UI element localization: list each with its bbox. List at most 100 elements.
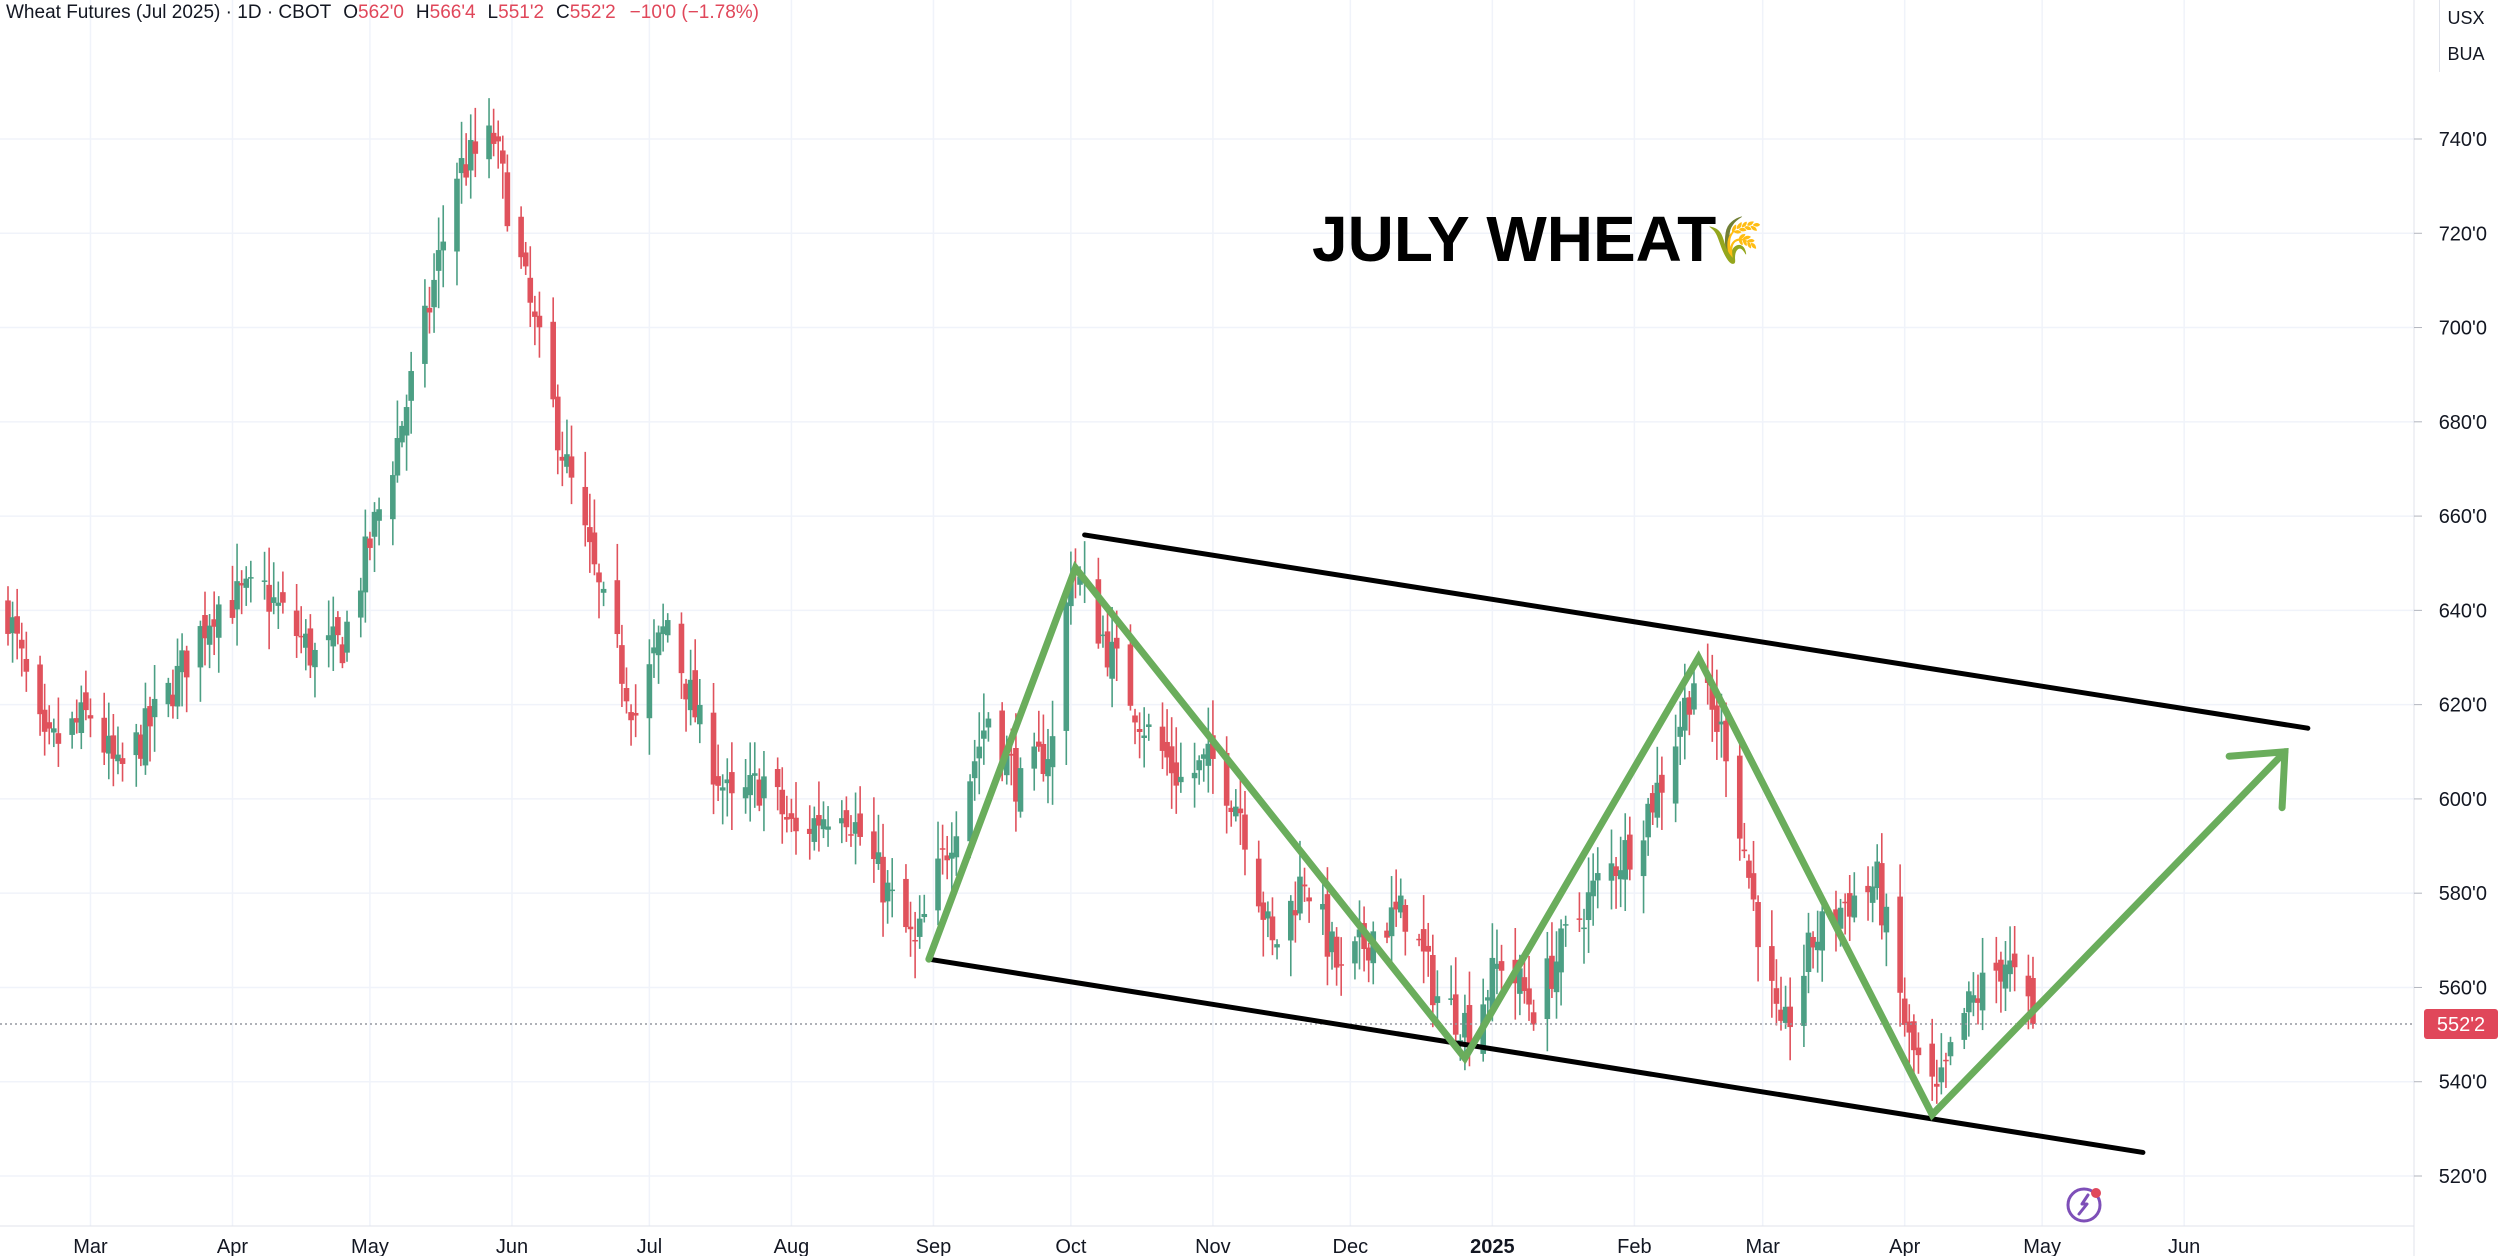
candle-body <box>18 639 25 649</box>
candle-body <box>87 715 94 719</box>
candle-body <box>1329 931 1335 953</box>
y-tick-label: 700'0 <box>2439 318 2487 340</box>
candle-body <box>1613 866 1619 877</box>
candle-body <box>248 577 254 579</box>
candle-body <box>1425 945 1432 952</box>
symbol-name: Wheat Futures (Jul 2025) · 1D · CBOT <box>6 2 332 23</box>
candle-body <box>1265 911 1271 919</box>
candle-body <box>1132 715 1138 723</box>
candle-body <box>2002 964 2009 989</box>
candle-body <box>1677 726 1684 737</box>
candle-body <box>399 425 405 443</box>
candle-body <box>976 746 983 759</box>
candle-body <box>1906 1021 1913 1033</box>
candle-body <box>559 456 566 461</box>
candle-body <box>55 733 62 744</box>
candle-body <box>953 836 960 858</box>
candle-body <box>151 698 158 718</box>
candle-body <box>1448 998 1454 1000</box>
candle-body <box>1077 576 1083 585</box>
candle-body <box>165 682 172 705</box>
candle-body <box>1617 870 1624 880</box>
high-label: H <box>415 2 430 23</box>
wheat-icon: 🌾 <box>1706 213 1763 267</box>
candle-body <box>1778 1009 1784 1021</box>
candle-body <box>133 732 140 756</box>
candle-body <box>903 878 909 928</box>
candle-body <box>564 454 570 467</box>
candle-body <box>756 779 763 806</box>
candle-body <box>14 616 20 634</box>
x-tick-label: Jul <box>637 1236 663 1256</box>
candle-body <box>1805 932 1812 972</box>
candle-body <box>504 172 511 227</box>
candle-body <box>1672 746 1679 804</box>
symbol-legend[interactable]: Wheat Futures (Jul 2025) · 1D · CBOT O562… <box>6 0 759 26</box>
candle-body <box>1484 997 1491 1001</box>
candle-body <box>1874 861 1881 889</box>
candle-body <box>1558 928 1564 973</box>
candle-body <box>83 692 89 711</box>
candle-body <box>1869 886 1876 903</box>
replay-icon[interactable] <box>2066 1187 2102 1223</box>
candle-body <box>390 475 396 520</box>
candle-body <box>1883 906 1890 933</box>
candle-body <box>2011 953 2018 968</box>
y-tick-label: 680'0 <box>2439 412 2487 434</box>
candle-body <box>41 709 48 732</box>
candle-body <box>779 789 786 815</box>
candlestick-series <box>5 98 2036 1104</box>
y-tick-label: 660'0 <box>2439 506 2487 528</box>
x-tick-label: Apr <box>1889 1236 1920 1256</box>
candle-body <box>202 615 208 639</box>
candle-body <box>939 848 946 850</box>
candle-body <box>261 580 268 582</box>
time-axis[interactable]: Mar Apr May Jun Jul Aug Sep Oct Nov Dec 2025 Feb Mar… <box>0 1225 2414 1256</box>
candle-body <box>1145 724 1152 727</box>
candle-body <box>1590 880 1596 897</box>
candle-body <box>1966 991 1972 1013</box>
candle-body <box>683 683 689 700</box>
candle-body <box>1205 743 1212 766</box>
candle-body <box>1008 753 1015 756</box>
candle-body <box>1961 1013 1968 1040</box>
candle-body <box>1865 885 1871 893</box>
candle-body <box>1993 962 2000 971</box>
candle-body <box>1691 683 1697 710</box>
candle-body <box>1746 860 1752 878</box>
price-axis[interactable]: 520'0 540'0 560'0 580'0 600'0 620'0 640'0 660'0… <box>2413 0 2487 1256</box>
candle-body <box>1397 895 1404 913</box>
candle-body <box>51 728 57 733</box>
candle-body <box>1549 955 1555 989</box>
y-tick-label: 540'0 <box>2439 1072 2487 1094</box>
candle-body <box>275 602 282 606</box>
currency-button[interactable]: USX <box>2439 0 2492 36</box>
candle-body <box>1878 863 1885 926</box>
candle-body <box>1287 900 1294 941</box>
candle-body <box>339 644 346 664</box>
candle-body <box>1031 746 1038 769</box>
candle-body <box>678 623 685 674</box>
unit-button[interactable]: BUA <box>2439 36 2492 72</box>
low-value: 551'2 <box>498 2 545 23</box>
y-tick-label: 520'0 <box>2439 1166 2487 1188</box>
candle-body <box>912 939 918 942</box>
candle-body <box>110 735 117 759</box>
candle-body <box>1200 754 1207 759</box>
candle-body <box>1255 858 1262 907</box>
candle-body <box>696 704 703 725</box>
candle-body <box>1223 752 1230 806</box>
candle-body <box>1434 996 1441 1003</box>
candle-body <box>1819 911 1826 951</box>
candle-body <box>921 913 928 918</box>
candle-body <box>170 694 176 707</box>
close-value: 552'2 <box>569 2 616 23</box>
low-label: L <box>487 2 499 23</box>
candle-body <box>1338 964 1344 966</box>
chart-title: JULY WHEAT <box>1312 203 1716 275</box>
candle-body <box>307 628 314 666</box>
candle-body <box>1640 840 1647 877</box>
candle-body <box>1333 936 1340 968</box>
candle-body <box>238 583 245 586</box>
